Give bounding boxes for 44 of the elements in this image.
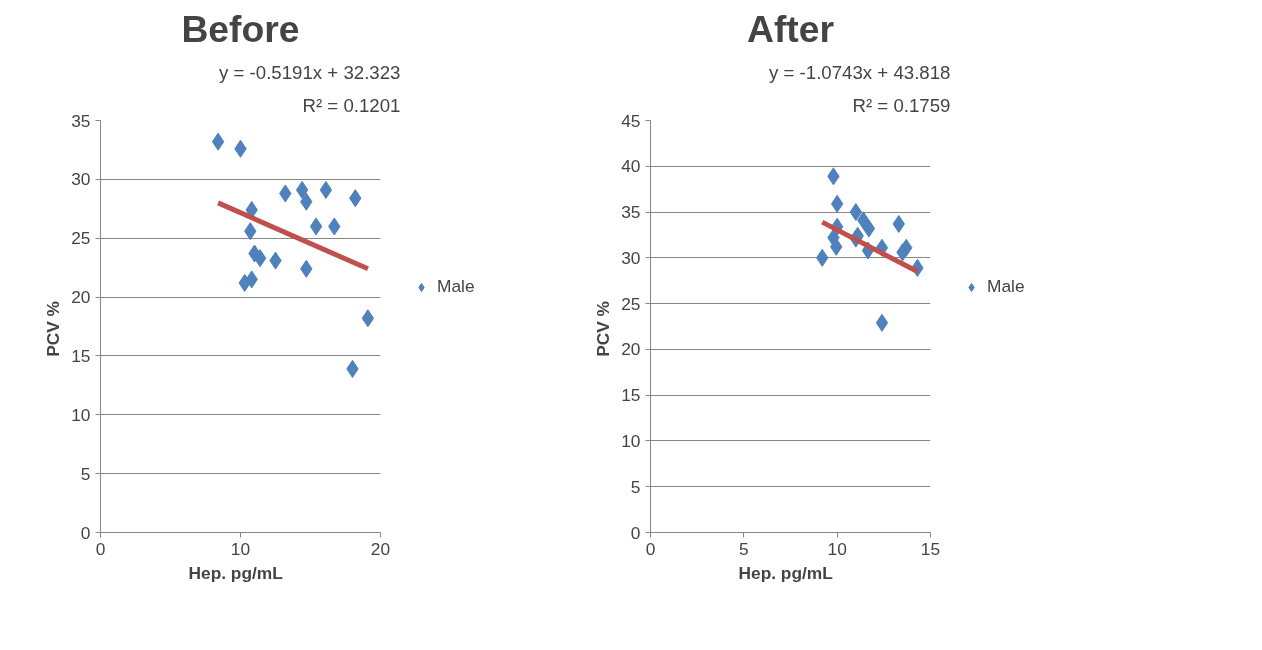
text: R² = 0.1201: [302, 94, 401, 116]
x-tick-label: 15: [920, 538, 941, 559]
y-tick-label: 10: [621, 430, 641, 451]
point: [319, 180, 333, 199]
y-tick-label: 15: [621, 385, 641, 406]
y-tick-label: 5: [630, 476, 641, 497]
x-tick-label: 0: [95, 538, 106, 559]
legend-label: Male: [437, 276, 475, 297]
x-tick-label: 20: [370, 538, 391, 559]
x-tick-label: 0: [645, 538, 656, 559]
y-tick-label: 0: [630, 522, 641, 543]
point: [875, 313, 889, 332]
y-tick-label: 45: [621, 110, 641, 131]
y-tick-label: 40: [621, 156, 641, 177]
y-tick-label: 15: [71, 345, 91, 366]
point: [295, 180, 309, 199]
point: [361, 309, 375, 328]
text: y = -1.0743x + 43.818: [768, 61, 951, 83]
x-tick-label: 10: [230, 538, 251, 559]
x-tick-label: 10: [827, 538, 847, 559]
y-tick-label: 20: [621, 339, 641, 360]
y-axis-title: PCV %: [593, 300, 614, 357]
x-tick-label: 5: [739, 538, 749, 559]
x-axis-title: Hep. pg/mL: [188, 562, 284, 583]
y-tick-label: 5: [80, 463, 91, 484]
chart-title: After: [746, 7, 835, 50]
y-tick-label: 35: [71, 110, 91, 131]
text: R² = 0.1759: [852, 94, 951, 116]
x-axis-title: Hep. pg/mL: [738, 562, 834, 583]
point: [862, 219, 876, 238]
y-tick-label: 35: [621, 202, 641, 223]
y-tick-label: 20: [71, 287, 91, 308]
chart-title: Before: [181, 7, 300, 50]
text: y = -0.5191x + 32.323: [218, 61, 401, 83]
y-tick-label: 25: [621, 293, 641, 314]
y-axis-title: PCV %: [43, 300, 64, 357]
y-tick-label: 30: [621, 247, 641, 268]
y-tick-label: 10: [71, 404, 91, 425]
legend-label: Male: [987, 276, 1025, 297]
y-tick-label: 30: [71, 169, 91, 190]
y-tick-label: 25: [71, 228, 91, 249]
point: [211, 132, 225, 151]
point: [309, 217, 323, 236]
y-tick-label: 0: [80, 522, 91, 543]
